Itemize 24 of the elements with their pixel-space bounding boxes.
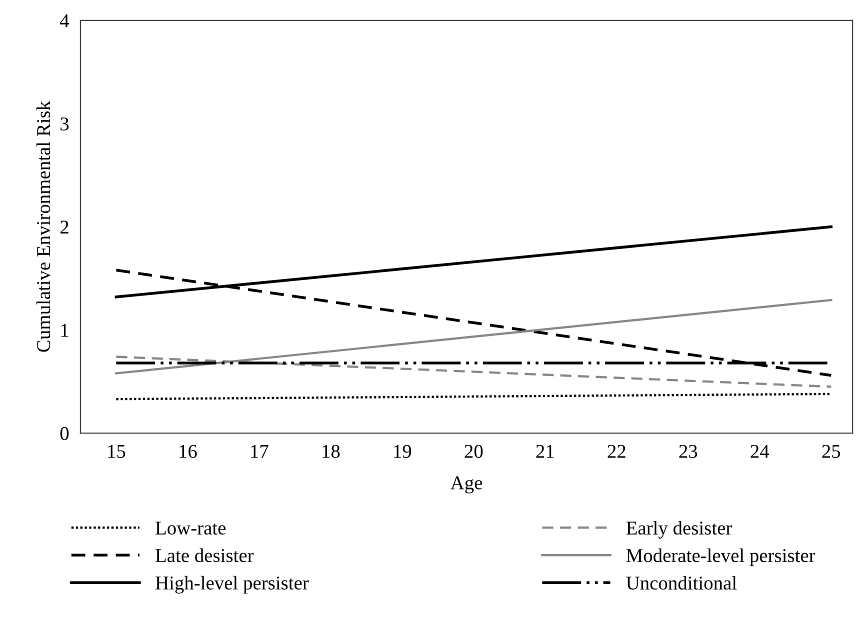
x-tick-label: 23	[679, 444, 698, 458]
y-tick-label: 1	[61, 324, 68, 337]
x-tick-label: 17	[251, 444, 268, 458]
legend-label: High-level persister	[156, 576, 309, 594]
legend-label: Unconditional	[626, 576, 737, 590]
y-tick-label: 3	[60, 117, 69, 131]
legend-label: Late desister	[156, 548, 254, 562]
y-tick-label: 4	[60, 14, 70, 28]
x-tick-label: 21	[536, 444, 554, 458]
x-tick-label: 20	[464, 444, 483, 458]
legend-label: Low-rate	[156, 522, 226, 535]
x-tick-label: 18	[322, 444, 340, 458]
x-tick-label: 16	[180, 444, 197, 458]
y-tick-label: 2	[60, 220, 68, 234]
x-tick-label: 15	[108, 444, 126, 458]
y-axis-title: Cumulative Environmental Risk	[36, 100, 50, 352]
y-tick-label: 0	[60, 426, 69, 440]
x-axis-title: Age	[450, 476, 482, 494]
x-tick-label: 25	[822, 444, 840, 458]
x-tick-label: 22	[608, 444, 626, 458]
legend-label: Early desister	[626, 520, 732, 539]
x-tick-label: 19	[394, 444, 412, 458]
x-tick-label: 24	[750, 444, 770, 458]
legend-label: Moderate-level persister	[626, 548, 816, 566]
